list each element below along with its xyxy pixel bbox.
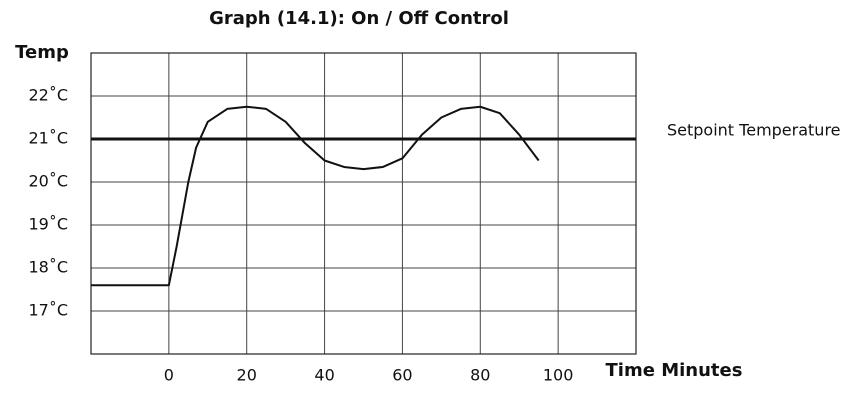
temperature-line xyxy=(91,105,540,287)
chart-title: Graph (14.1): On / Off Control xyxy=(209,8,509,29)
y-tick-label: 17˚C xyxy=(28,301,68,320)
y-tick-label: 22˚C xyxy=(28,86,68,105)
x-tick-label: 100 xyxy=(543,366,574,385)
plot-border xyxy=(90,52,637,355)
x-tick-label: 80 xyxy=(470,366,490,385)
x-axis-label: Time Minutes xyxy=(606,360,743,381)
setpoint-label: Setpoint Temperature xyxy=(667,121,841,140)
x-tick-label: 0 xyxy=(164,366,174,385)
y-tick-label: 20˚C xyxy=(28,172,68,191)
y-tick-label: 18˚C xyxy=(28,258,68,277)
y-tick-label: 21˚C xyxy=(28,129,68,148)
y-axis-label: Temp xyxy=(15,42,69,63)
x-tick-label: 20 xyxy=(237,366,257,385)
x-tick-label: 40 xyxy=(314,366,334,385)
y-tick-label: 19˚C xyxy=(28,215,68,234)
x-tick-label: 60 xyxy=(392,366,412,385)
